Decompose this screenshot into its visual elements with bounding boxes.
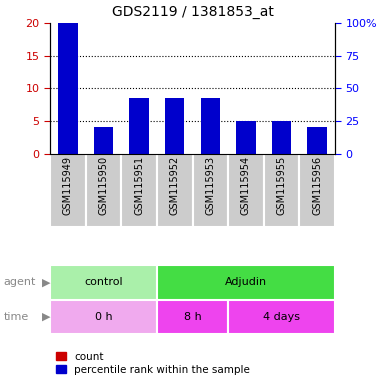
- FancyBboxPatch shape: [157, 300, 228, 334]
- Bar: [272, 134, 291, 154]
- Bar: [129, 98, 149, 154]
- Bar: [307, 141, 327, 154]
- FancyBboxPatch shape: [228, 154, 264, 227]
- FancyBboxPatch shape: [50, 265, 157, 300]
- Bar: [307, 127, 327, 154]
- FancyBboxPatch shape: [121, 154, 157, 227]
- Text: Adjudin: Adjudin: [225, 277, 267, 287]
- Bar: [129, 121, 149, 154]
- Bar: [236, 121, 256, 154]
- Bar: [272, 121, 291, 154]
- Bar: [165, 98, 184, 154]
- Bar: [201, 98, 220, 154]
- FancyBboxPatch shape: [157, 154, 192, 227]
- Bar: [165, 114, 184, 154]
- FancyBboxPatch shape: [264, 154, 300, 227]
- Bar: [94, 127, 113, 154]
- Text: 4 days: 4 days: [263, 312, 300, 322]
- FancyBboxPatch shape: [50, 154, 85, 227]
- Bar: [201, 131, 220, 154]
- Text: 8 h: 8 h: [184, 312, 201, 322]
- FancyBboxPatch shape: [228, 300, 335, 334]
- Text: 0 h: 0 h: [95, 312, 112, 322]
- FancyBboxPatch shape: [192, 154, 228, 227]
- Legend: count, percentile rank within the sample: count, percentile rank within the sample: [52, 348, 254, 379]
- FancyBboxPatch shape: [85, 154, 121, 227]
- Text: agent: agent: [4, 277, 36, 287]
- Text: GSM115951: GSM115951: [134, 156, 144, 215]
- Bar: [94, 131, 113, 154]
- Text: GSM115954: GSM115954: [241, 156, 251, 215]
- Bar: [58, 23, 78, 154]
- Bar: [236, 121, 256, 154]
- Text: GSM115952: GSM115952: [170, 156, 180, 215]
- Text: GSM115956: GSM115956: [312, 156, 322, 215]
- Text: GSM115953: GSM115953: [205, 156, 215, 215]
- Bar: [58, 30, 78, 154]
- Text: time: time: [4, 312, 29, 322]
- FancyBboxPatch shape: [50, 300, 157, 334]
- Text: GSM115949: GSM115949: [63, 156, 73, 215]
- Title: GDS2119 / 1381853_at: GDS2119 / 1381853_at: [112, 5, 273, 19]
- Text: control: control: [84, 277, 123, 287]
- Text: ▶: ▶: [42, 312, 51, 322]
- Text: GSM115950: GSM115950: [99, 156, 109, 215]
- Text: ▶: ▶: [42, 277, 51, 287]
- FancyBboxPatch shape: [157, 265, 335, 300]
- FancyBboxPatch shape: [300, 154, 335, 227]
- Text: GSM115955: GSM115955: [276, 156, 286, 215]
